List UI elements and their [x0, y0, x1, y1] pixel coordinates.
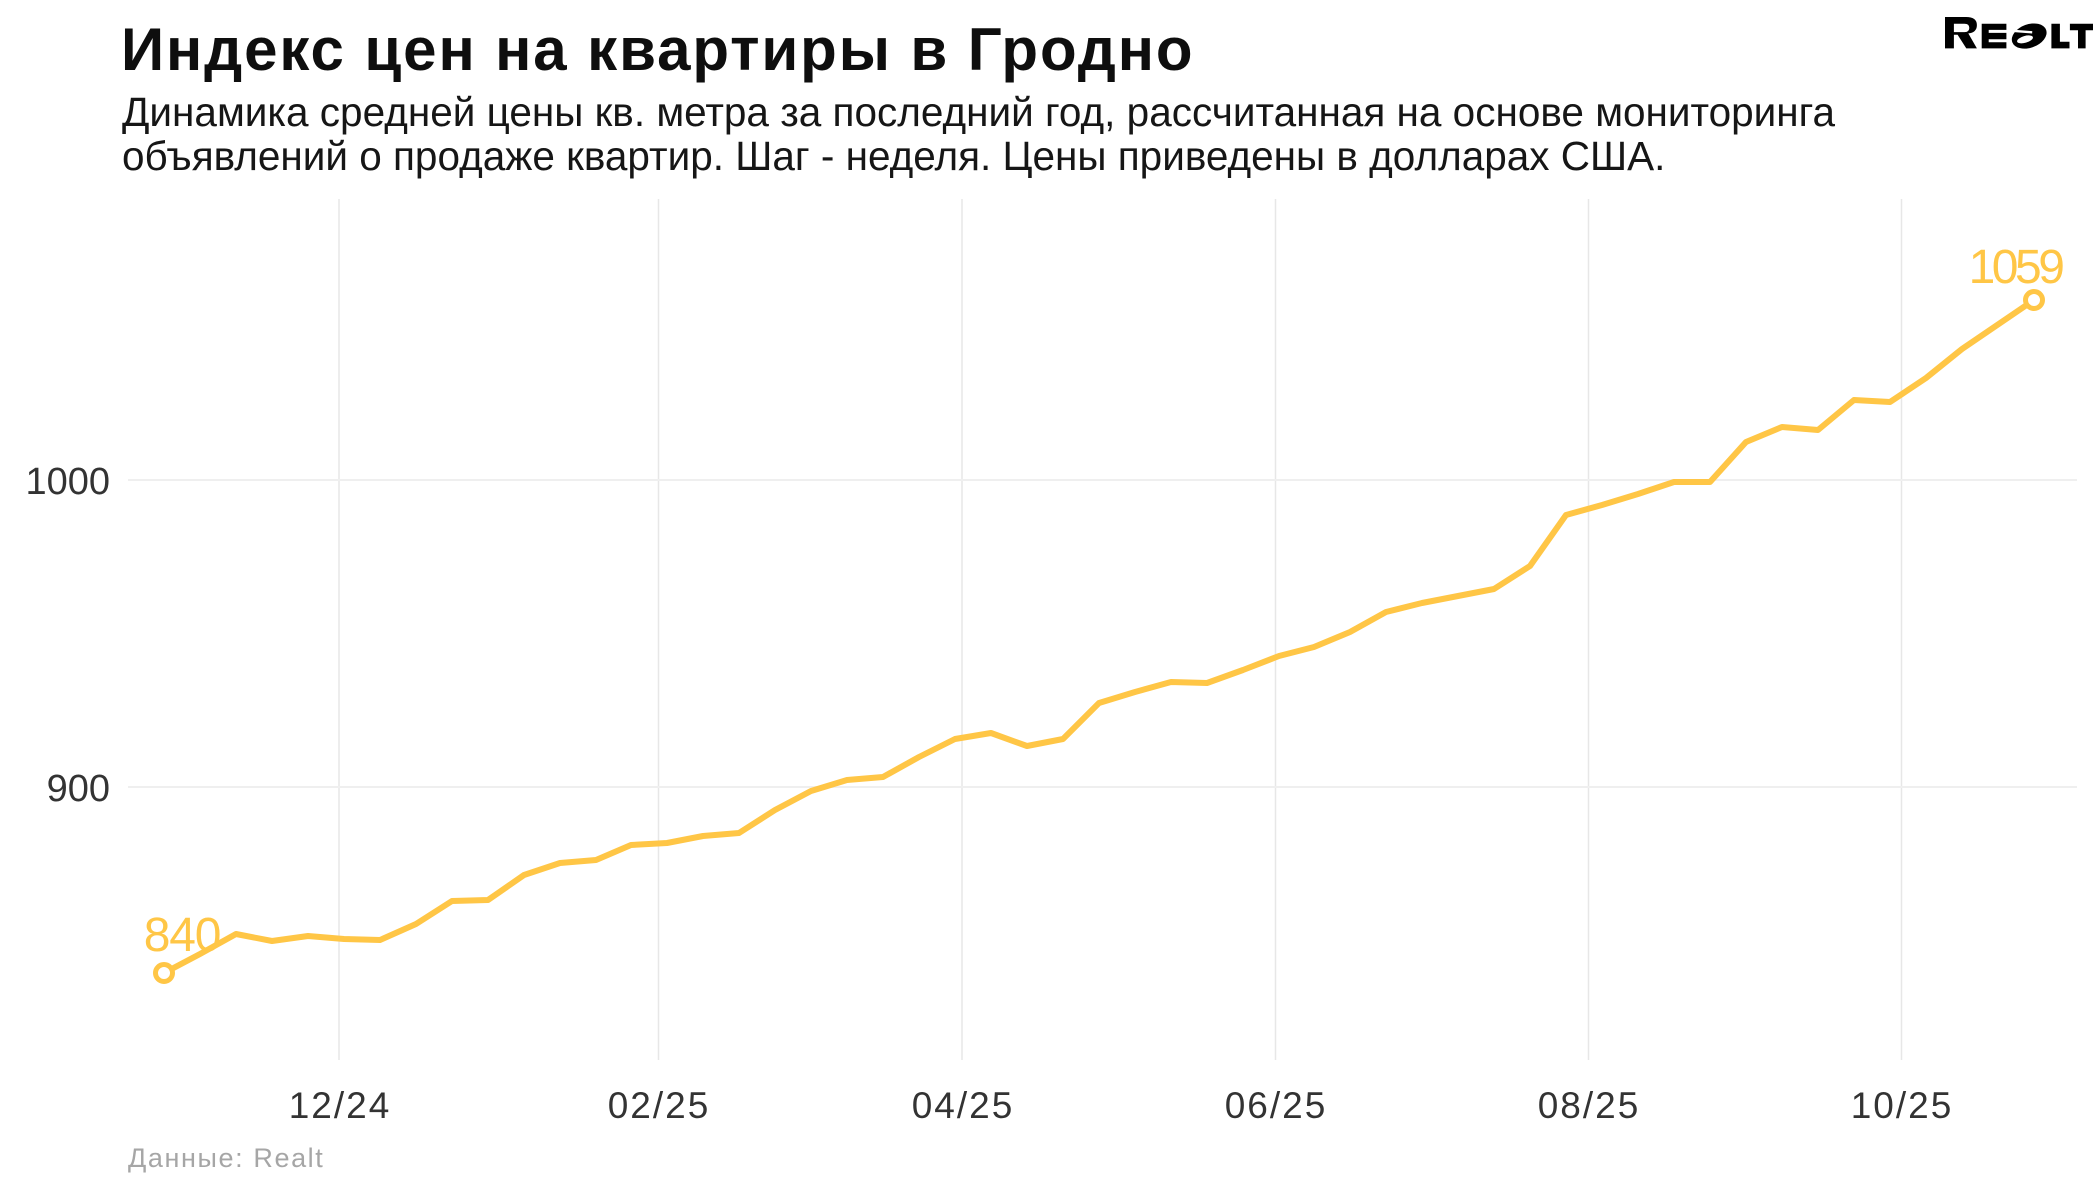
svg-text:02/25: 02/25	[608, 1085, 711, 1126]
svg-text:Данные: Realt: Данные: Realt	[128, 1143, 324, 1173]
svg-text:840: 840	[144, 909, 221, 962]
svg-text:объявлений о продаже квартир.: объявлений о продаже квартир. Шаг - неде…	[122, 133, 1665, 179]
svg-text:1059: 1059	[1969, 241, 2064, 294]
svg-text:04/25: 04/25	[912, 1085, 1015, 1126]
svg-text:06/25: 06/25	[1225, 1085, 1328, 1126]
svg-text:Динамика средней цены кв. метр: Динамика средней цены кв. метра за после…	[122, 89, 1836, 135]
svg-text:Индекс цен на квартиры в Гродн: Индекс цен на квартиры в Гродно	[121, 16, 1194, 83]
svg-text:12/24: 12/24	[289, 1085, 392, 1126]
svg-text:1000: 1000	[25, 461, 110, 503]
svg-text:900: 900	[47, 768, 110, 810]
svg-text:10/25: 10/25	[1851, 1085, 1954, 1126]
svg-text:08/25: 08/25	[1538, 1085, 1641, 1126]
